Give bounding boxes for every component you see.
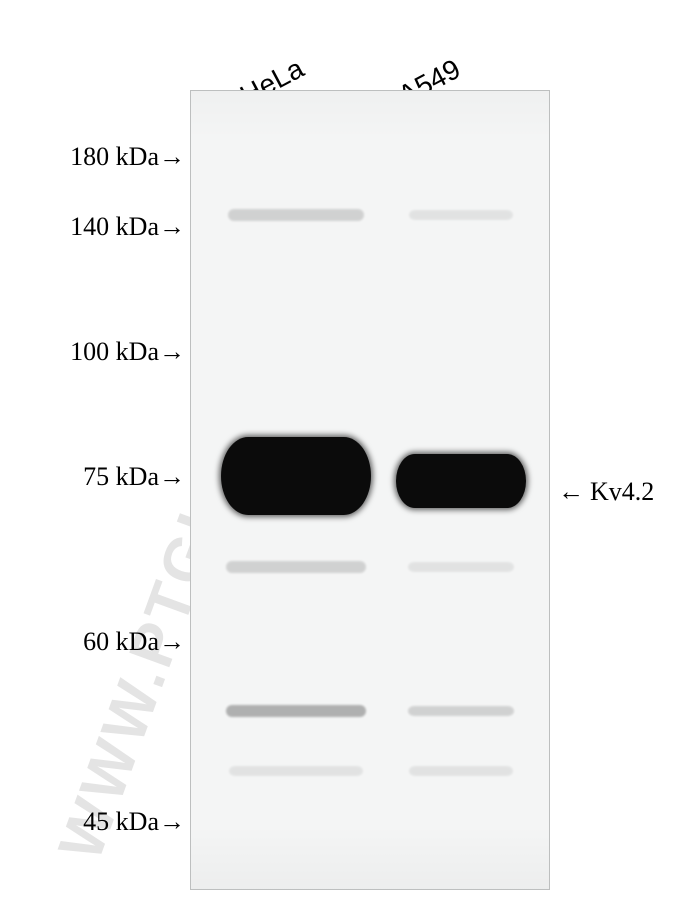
arrow-right-icon: →	[159, 337, 185, 367]
band-label-text: Kv4.2	[590, 477, 654, 506]
marker-label-2: 100 kDa→	[0, 337, 185, 367]
marker-label-3: 75 kDa→	[0, 462, 185, 492]
band	[409, 210, 513, 220]
marker-label-5: 45 kDa→	[0, 807, 185, 837]
arrow-right-icon: →	[159, 462, 185, 492]
band	[226, 705, 367, 717]
arrow-right-icon: →	[159, 142, 185, 172]
band	[396, 454, 526, 508]
band	[409, 766, 513, 776]
marker-text: 140 kDa	[70, 212, 159, 241]
marker-label-1: 140 kDa→	[0, 212, 185, 242]
band	[408, 562, 515, 572]
marker-label-0: 180 kDa→	[0, 142, 185, 172]
marker-text: 60 kDa	[83, 627, 159, 656]
marker-text: 75 kDa	[83, 462, 159, 491]
arrow-right-icon: →	[159, 807, 185, 837]
marker-text: 45 kDa	[83, 807, 159, 836]
band	[226, 561, 367, 573]
blot-membrane	[190, 90, 550, 890]
marker-text: 100 kDa	[70, 337, 159, 366]
band	[221, 437, 372, 515]
western-blot-figure: WWW.PTGLAB.COM HeLa A549 180 kDa→ 140 kD…	[0, 0, 700, 903]
band	[228, 209, 364, 221]
marker-text: 180 kDa	[70, 142, 159, 171]
marker-label-4: 60 kDa→	[0, 627, 185, 657]
arrow-left-icon: ←	[558, 477, 584, 507]
band	[229, 766, 362, 776]
arrow-right-icon: →	[159, 627, 185, 657]
arrow-right-icon: →	[159, 212, 185, 242]
band	[408, 706, 515, 716]
band-label-kv42: ←Kv4.2	[558, 477, 654, 507]
